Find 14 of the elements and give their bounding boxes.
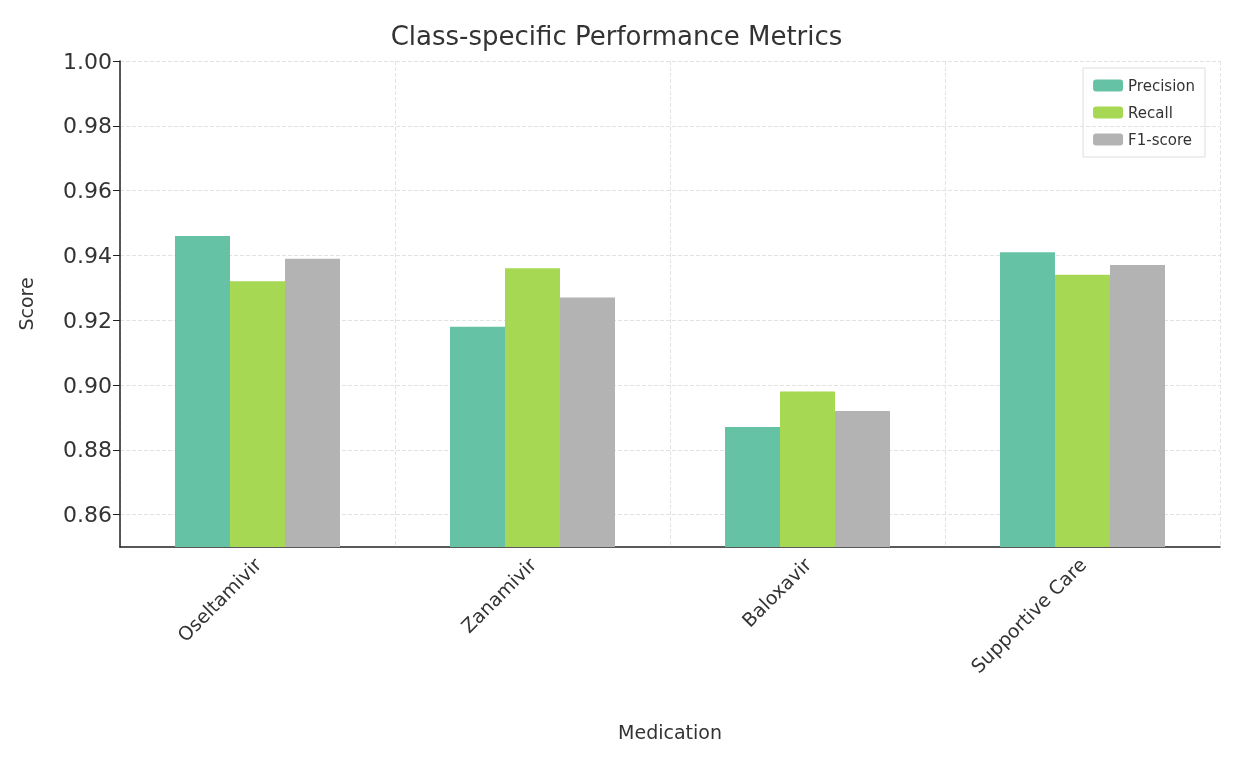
- legend-label: Recall: [1128, 103, 1173, 122]
- y-tick-label: 0.98: [63, 113, 112, 139]
- x-axis-title: Medication: [618, 720, 722, 743]
- y-tick-label: 0.86: [63, 502, 112, 528]
- y-tick-label: 0.94: [63, 242, 112, 268]
- y-tick-label: 0.88: [63, 437, 112, 463]
- y-axis-title: Score: [14, 277, 37, 331]
- y-tick-label: 0.96: [63, 178, 112, 204]
- y-tick-label: 0.90: [63, 372, 112, 398]
- legend-label: Precision: [1128, 76, 1196, 95]
- legend-label: F1-score: [1128, 130, 1192, 149]
- chart-title: Class-specific Performance Metrics: [390, 21, 843, 51]
- y-tick-label: 1.00: [63, 48, 112, 74]
- y-tick-label: 0.92: [63, 307, 112, 333]
